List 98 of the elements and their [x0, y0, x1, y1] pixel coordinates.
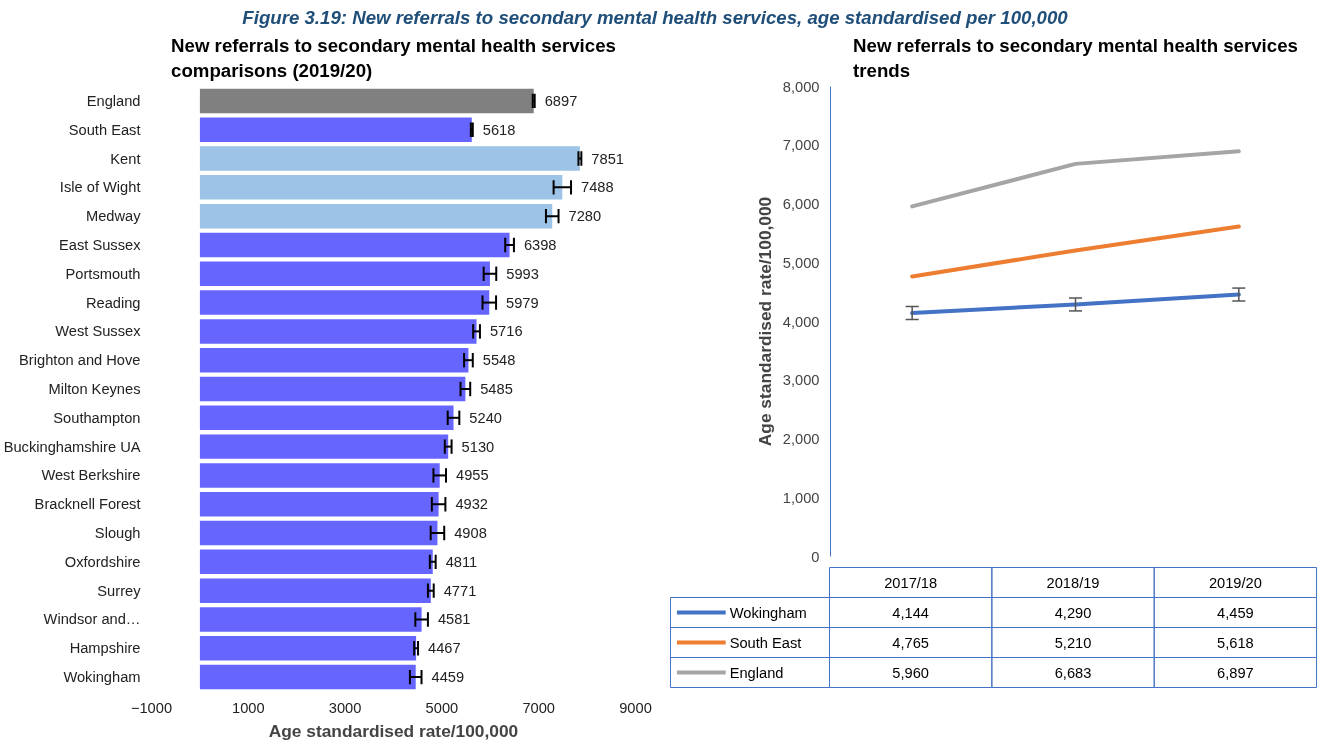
caption: Figure 3.19: New referrals to secondary mental health services, age standardised per 100,000 [242, 6, 1068, 30]
y-tick-label: East Sussex [59, 236, 142, 253]
y-tick-label: Slough [94, 525, 141, 542]
y-tick-label: Southampton [53, 409, 141, 426]
data-label: 4,459 [1217, 604, 1254, 621]
data-label: 5,960 [892, 664, 930, 681]
y-tick-label: 2,000 [782, 431, 820, 447]
y-tick-label: 4,000 [782, 313, 820, 330]
y-tick-label: Wokingham [63, 669, 141, 686]
bar [199, 376, 466, 402]
data-label: 4459 [431, 669, 465, 686]
data-label: 4,144 [892, 604, 930, 621]
bar [199, 203, 553, 229]
y-tick-label: West Sussex [55, 323, 142, 340]
y-tick-label: Milton Keynes [48, 381, 141, 397]
y-tick-label: Windsor and… [43, 611, 141, 628]
data-label: 4908 [454, 525, 487, 542]
bar [199, 463, 440, 488]
x-tick-label: 3000 [328, 699, 362, 716]
y-tick-label: Reading [85, 294, 141, 311]
bar [199, 117, 472, 142]
data-label: 7851 [591, 150, 624, 167]
x-tick-label: −1000 [130, 699, 173, 716]
data-label: 7280 [568, 208, 602, 225]
y-axis-title: Age standardised rate/100,000 [754, 196, 775, 447]
y-tick-label: 5,000 [782, 254, 820, 271]
x-axis-title: Age standardised rate/100,000 [268, 720, 519, 741]
bar [199, 664, 416, 690]
data-label: 5130 [461, 438, 495, 455]
legend-label: England [729, 664, 784, 681]
y-tick-label: Isle of Wight [59, 179, 141, 196]
y-tick-label: South East [68, 121, 141, 138]
data-label: 4581 [437, 611, 471, 628]
data-label: 4932 [455, 496, 488, 513]
bar [199, 347, 469, 373]
data-label: 5240 [469, 409, 502, 426]
legend-label: Wokingham [729, 604, 807, 621]
bar [199, 290, 490, 315]
data-label: 5979 [506, 294, 539, 311]
bar [199, 88, 534, 114]
y-tick-label: Bracknell Forest [34, 496, 141, 513]
y-tick-label: Buckinghamshire UA [3, 438, 141, 455]
y-tick-label: 6,000 [782, 196, 820, 212]
bar [199, 232, 510, 258]
bar [199, 607, 422, 632]
bar [199, 520, 438, 546]
bar [199, 319, 477, 344]
y-tick-label: Kent [110, 150, 141, 167]
y-tick-label: Oxfordshire [64, 553, 141, 570]
data-label: 5993 [506, 265, 539, 282]
bar [199, 405, 454, 431]
data-label: 4,765 [892, 634, 930, 651]
data-label: 6897 [544, 92, 578, 109]
bar [199, 636, 417, 661]
y-tick-label: Brighton and Hove [19, 352, 141, 369]
legend-label: South East [729, 634, 802, 651]
x-tick-label: 7000 [522, 699, 556, 716]
y-tick-label: 7,000 [782, 137, 820, 154]
x-tick-label: 2018/19 [1046, 574, 1100, 591]
bar [199, 146, 580, 171]
bar [199, 434, 449, 459]
bar [199, 261, 490, 287]
data-label: 5485 [480, 381, 513, 397]
x-tick-label: 2019/20 [1208, 574, 1262, 591]
y-tick-label: West Berkshire [41, 467, 141, 484]
data-label: 5716 [489, 323, 523, 340]
y-tick-label: Surrey [97, 582, 142, 599]
data-label: 6,683 [1054, 664, 1092, 681]
x-tick-label: 2017/18 [884, 574, 938, 591]
data-label: 6398 [523, 236, 557, 253]
data-label: 5,210 [1054, 634, 1092, 651]
bar [199, 578, 431, 603]
data-label: 5618 [482, 121, 516, 138]
data-label: 5,618 [1217, 634, 1254, 651]
bar [199, 491, 439, 517]
x-tick-label: 9000 [619, 699, 652, 716]
data-label: 6,897 [1217, 664, 1254, 681]
data-label: 4811 [445, 553, 478, 570]
data-label: 4955 [456, 467, 489, 484]
x-tick-label: 5000 [425, 699, 459, 716]
x-tick-label: 1000 [232, 699, 265, 716]
data-label: 7488 [581, 179, 614, 196]
bar [199, 175, 563, 200]
y-tick-label: 8,000 [782, 78, 820, 95]
bar [199, 549, 433, 575]
y-tick-label: Portsmouth [65, 265, 141, 282]
y-tick-label: Hampshire [69, 640, 141, 657]
y-tick-label: Medway [85, 208, 142, 225]
y-tick-label: England [86, 92, 141, 109]
chart-title: New referrals to secondary mental health services trends [853, 35, 1298, 82]
data-label: 5548 [482, 352, 516, 369]
data-label: 4771 [443, 582, 477, 599]
data-label: 4,290 [1054, 604, 1092, 621]
y-tick-label: 1,000 [782, 489, 820, 506]
y-tick-label: 3,000 [782, 372, 820, 389]
data-label: 4467 [428, 640, 461, 657]
chart-title: New referrals to secondary mental health services comparisons (2019/20) [171, 35, 616, 82]
y-tick-label: 0 [811, 548, 820, 565]
